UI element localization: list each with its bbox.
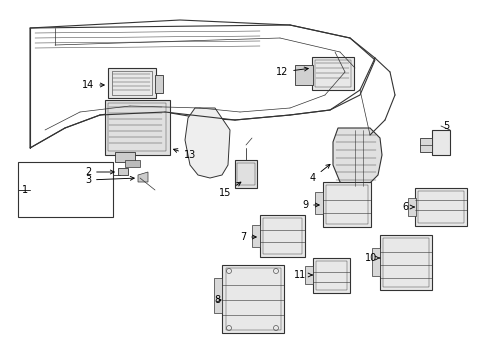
- Bar: [382, 238, 428, 287]
- Bar: [325, 185, 367, 224]
- Text: 10: 10: [364, 253, 379, 263]
- Bar: [414, 188, 466, 226]
- Bar: [237, 163, 254, 185]
- Text: 2: 2: [85, 167, 114, 177]
- Bar: [115, 152, 135, 162]
- Text: 12: 12: [275, 67, 307, 77]
- Bar: [371, 248, 379, 276]
- Bar: [118, 168, 128, 175]
- Text: 8: 8: [214, 295, 221, 305]
- Text: 11: 11: [293, 270, 311, 280]
- Bar: [314, 192, 323, 214]
- Bar: [225, 268, 281, 330]
- Bar: [222, 265, 284, 333]
- Bar: [18, 162, 113, 217]
- Text: 4: 4: [309, 165, 329, 183]
- Text: 13: 13: [173, 149, 196, 160]
- Bar: [112, 71, 152, 95]
- Bar: [419, 138, 431, 152]
- Polygon shape: [332, 128, 381, 188]
- Bar: [263, 218, 302, 254]
- Text: 9: 9: [301, 200, 319, 210]
- Text: 7: 7: [240, 232, 256, 242]
- Bar: [311, 57, 353, 90]
- Polygon shape: [184, 108, 229, 178]
- Text: 1: 1: [22, 185, 28, 195]
- Bar: [323, 182, 370, 227]
- Text: 5: 5: [442, 121, 448, 131]
- Bar: [214, 278, 222, 313]
- Bar: [315, 261, 346, 290]
- Bar: [125, 160, 140, 167]
- Bar: [379, 235, 431, 290]
- Text: 3: 3: [85, 175, 134, 185]
- Bar: [431, 130, 449, 155]
- Bar: [314, 60, 350, 87]
- Bar: [108, 103, 165, 151]
- Bar: [417, 191, 463, 223]
- Text: 15: 15: [218, 182, 241, 198]
- Bar: [294, 65, 312, 85]
- Bar: [251, 225, 260, 247]
- Bar: [155, 75, 163, 93]
- Bar: [407, 198, 415, 216]
- Bar: [312, 258, 349, 293]
- Bar: [260, 215, 305, 257]
- Text: 14: 14: [81, 80, 104, 90]
- Polygon shape: [138, 172, 148, 182]
- Text: 6: 6: [401, 202, 413, 212]
- Bar: [235, 160, 257, 188]
- Bar: [105, 100, 170, 155]
- Bar: [305, 266, 312, 284]
- Bar: [108, 68, 156, 98]
